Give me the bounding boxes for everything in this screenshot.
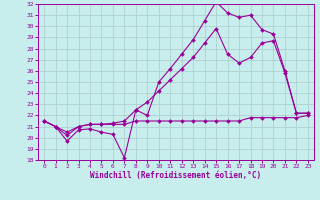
X-axis label: Windchill (Refroidissement éolien,°C): Windchill (Refroidissement éolien,°C) <box>91 171 261 180</box>
